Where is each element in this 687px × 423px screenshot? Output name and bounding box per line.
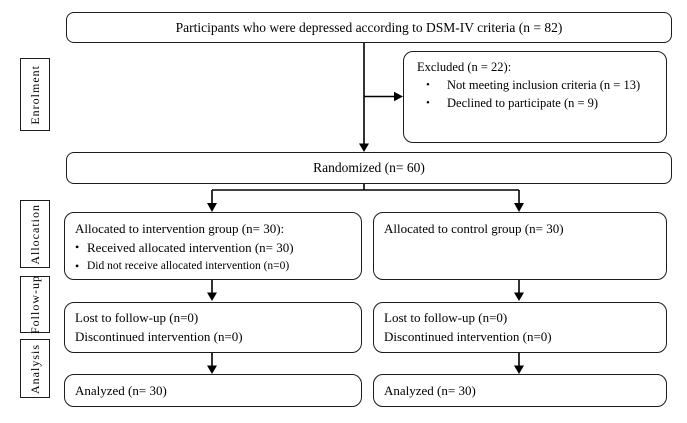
- analysis-control-box: Analyzed (n= 30): [373, 374, 667, 407]
- excluded-bullet-text: Declined to participate (n = 9): [447, 96, 599, 110]
- followup-line: Lost to follow-up (n=0): [384, 310, 508, 325]
- allocation-intervention-bullet: Received allocated intervention (n= 30): [75, 238, 353, 257]
- followup-control-box: Lost to follow-up (n=0) Discontinued int…: [373, 302, 667, 353]
- excluded-box: Excluded (n = 22): Not meeting inclusion…: [403, 51, 667, 143]
- analysis-control-text: Analyzed (n= 30): [384, 382, 476, 398]
- arrowhead-into-randomized: [359, 143, 369, 152]
- stage-label-allocation: Allocation: [20, 200, 50, 268]
- excluded-bullet-text: Not meeting inclusion criteria (n = 13): [447, 78, 641, 92]
- arrowhead-into-analysis-left: [207, 365, 217, 374]
- allocation-control-box: Allocated to control group (n= 30): [373, 212, 667, 280]
- excluded-title: Excluded (n = 22):: [417, 60, 512, 74]
- allocation-control-title: Allocated to control group (n= 30): [384, 221, 564, 236]
- stage-label-analysis: Analysis: [20, 339, 50, 398]
- arrowhead-into-followup-left: [207, 292, 217, 301]
- randomized-text: Randomized (n= 60): [313, 160, 425, 175]
- followup-line: Discontinued intervention (n=0): [75, 329, 243, 344]
- allocation-intervention-box: Allocated to intervention group (n= 30):…: [64, 212, 362, 280]
- stage-label-followup: Follow-up: [20, 275, 50, 335]
- followup-intervention-box: Lost to follow-up (n=0) Discontinued int…: [64, 302, 362, 353]
- stage-label-enrolment: Enrolment: [20, 58, 50, 131]
- allocation-intervention-bullet-text: Did not receive allocated intervention (…: [87, 260, 290, 272]
- stage-label-enrolment-text: Enrolment: [27, 64, 42, 125]
- arrowhead-into-excluded: [394, 91, 403, 102]
- analysis-intervention-box: Analyzed (n= 30): [64, 374, 362, 407]
- stage-label-followup-text: Follow-up: [27, 275, 42, 335]
- stage-label-analysis-text: Analysis: [27, 343, 42, 394]
- analysis-intervention-text: Analyzed (n= 30): [75, 382, 167, 398]
- arrowhead-into-analysis-right: [514, 365, 524, 374]
- followup-line: Lost to follow-up (n=0): [75, 310, 199, 325]
- arrowhead-into-alloc-right: [514, 203, 524, 212]
- participants-text: Participants who were depressed accordin…: [175, 19, 563, 35]
- stage-label-allocation-text: Allocation: [27, 203, 42, 265]
- excluded-bullet: Not meeting inclusion criteria (n = 13): [417, 77, 658, 94]
- allocation-intervention-title: Allocated to intervention group (n= 30):: [75, 221, 285, 236]
- arrowhead-into-alloc-left: [207, 203, 217, 212]
- allocation-intervention-bullet: Did not receive allocated intervention (…: [75, 257, 353, 276]
- arrowhead-into-followup-right: [514, 292, 524, 301]
- allocation-intervention-bullet-text: Received allocated intervention (n= 30): [87, 240, 294, 255]
- participants-box: Participants who were depressed accordin…: [66, 12, 672, 43]
- randomized-box: Randomized (n= 60): [66, 152, 672, 184]
- excluded-bullet: Declined to participate (n = 9): [417, 95, 658, 112]
- followup-line: Discontinued intervention (n=0): [384, 329, 552, 344]
